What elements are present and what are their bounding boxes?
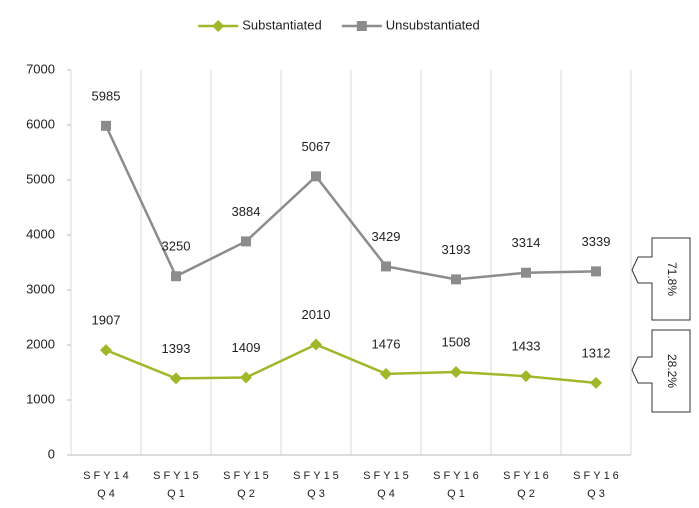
line bbox=[105, 343, 597, 385]
marker bbox=[381, 261, 391, 272]
data-label: 1907 bbox=[92, 313, 121, 328]
callout-label: 28.2% bbox=[665, 354, 679, 388]
marker bbox=[310, 338, 322, 351]
marker bbox=[241, 236, 251, 247]
x-tick-label: Q3 bbox=[307, 488, 328, 500]
y-tick-label: 5000 bbox=[26, 171, 55, 186]
y-tick-label: 2000 bbox=[26, 336, 55, 351]
x-tick-label: SFY15 bbox=[363, 470, 412, 482]
marker bbox=[356, 21, 367, 31]
marker bbox=[591, 266, 601, 277]
x-tick-label: Q4 bbox=[97, 488, 118, 500]
x-tick-label: Q1 bbox=[167, 488, 188, 500]
marker bbox=[451, 274, 461, 285]
callout-box bbox=[631, 237, 691, 321]
marker bbox=[380, 367, 392, 380]
y-tick-label: 1000 bbox=[26, 391, 55, 406]
y-tick-label: 4000 bbox=[26, 226, 55, 241]
marker bbox=[171, 271, 181, 282]
callout-box bbox=[631, 329, 691, 413]
marker bbox=[520, 370, 532, 383]
data-label: 3884 bbox=[232, 204, 261, 219]
y-tick-label: 3000 bbox=[26, 281, 55, 296]
line bbox=[104, 125, 597, 281]
data-label: 1312 bbox=[582, 345, 611, 360]
data-label: 5067 bbox=[302, 139, 331, 154]
marker bbox=[590, 376, 602, 389]
legend-label: Unsubstantiated bbox=[386, 17, 480, 32]
y-tick-label: 7000 bbox=[26, 61, 55, 76]
marker bbox=[521, 267, 531, 278]
x-tick-label: SFY14 bbox=[83, 470, 132, 482]
data-label: 3339 bbox=[582, 234, 611, 249]
marker bbox=[101, 120, 111, 131]
legend-label: Substantiated bbox=[242, 17, 322, 32]
data-label: 3429 bbox=[372, 229, 401, 244]
data-label: 1409 bbox=[232, 340, 261, 355]
y-tick-label: 6000 bbox=[26, 116, 55, 131]
data-label: 1508 bbox=[442, 334, 471, 349]
x-tick-label: Q1 bbox=[447, 488, 468, 500]
data-label: 1476 bbox=[372, 336, 401, 351]
marker bbox=[212, 20, 225, 32]
marker bbox=[240, 371, 252, 384]
x-tick-label: SFY16 bbox=[503, 470, 552, 482]
data-label: 3250 bbox=[162, 239, 191, 254]
marker bbox=[450, 366, 462, 379]
x-tick-label: SFY15 bbox=[153, 470, 202, 482]
data-label: 1393 bbox=[162, 341, 191, 356]
data-label: 1433 bbox=[512, 339, 541, 354]
y-tick-label: 0 bbox=[48, 446, 55, 461]
data-label: 3193 bbox=[442, 242, 471, 257]
data-label: 2010 bbox=[302, 307, 331, 322]
x-tick-label: Q3 bbox=[587, 488, 608, 500]
marker bbox=[170, 372, 182, 385]
data-label: 5985 bbox=[92, 88, 121, 103]
x-tick-label: SFY16 bbox=[433, 470, 482, 482]
x-tick-label: SFY16 bbox=[573, 470, 622, 482]
data-label: 3314 bbox=[512, 235, 541, 250]
callout-label: 71.8% bbox=[665, 262, 679, 296]
x-tick-label: SFY15 bbox=[293, 470, 342, 482]
x-tick-label: Q2 bbox=[237, 488, 258, 500]
x-tick-label: Q2 bbox=[517, 488, 538, 500]
x-tick-label: Q4 bbox=[377, 488, 398, 500]
marker bbox=[100, 344, 112, 357]
marker bbox=[311, 171, 321, 182]
x-tick-label: SFY15 bbox=[223, 470, 272, 482]
